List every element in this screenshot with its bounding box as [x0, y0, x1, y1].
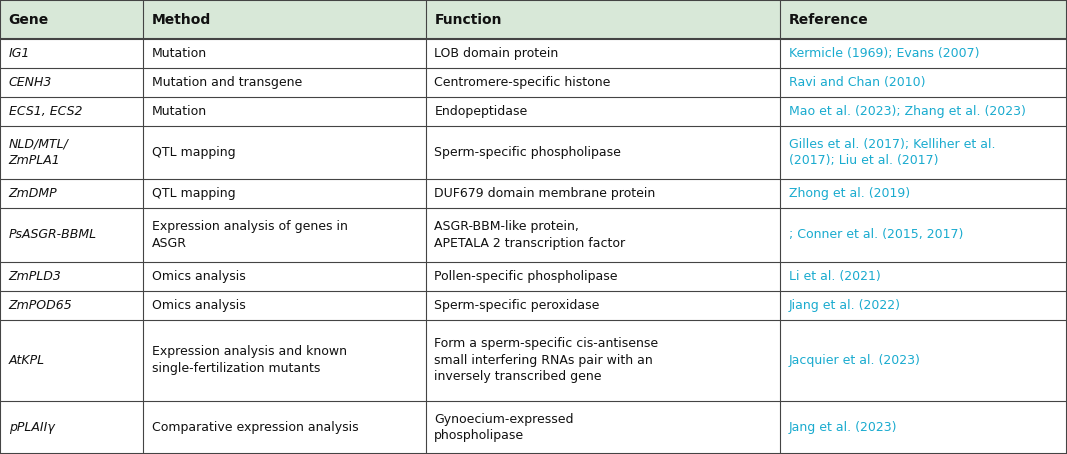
Text: Jacquier et al. (2023): Jacquier et al. (2023): [789, 354, 921, 366]
Text: PsASGR-BBML: PsASGR-BBML: [9, 228, 97, 242]
Bar: [0, 400, 1067, 454]
Text: Jiang et al. (2022): Jiang et al. (2022): [789, 299, 901, 311]
Text: DUF679 domain membrane protein: DUF679 domain membrane protein: [434, 187, 655, 200]
Text: Comparative expression analysis: Comparative expression analysis: [152, 421, 359, 434]
Text: Mutation: Mutation: [152, 105, 207, 118]
Text: Omics analysis: Omics analysis: [152, 270, 245, 283]
Text: Mao et al. (2023); Zhang et al. (2023): Mao et al. (2023); Zhang et al. (2023): [789, 105, 1025, 118]
Text: ZmDMP: ZmDMP: [9, 187, 58, 200]
Text: Kermicle (1969); Evans (2007): Kermicle (1969); Evans (2007): [789, 47, 980, 60]
Bar: [0, 320, 1067, 400]
Text: ZmPLD3: ZmPLD3: [9, 270, 62, 283]
Text: Li et al. (2021): Li et al. (2021): [789, 270, 880, 283]
Text: Form a sperm-specific cis-antisense
small interfering RNAs pair with an
inversel: Form a sperm-specific cis-antisense smal…: [434, 337, 658, 383]
Text: Method: Method: [152, 13, 211, 26]
Text: Reference: Reference: [789, 13, 869, 26]
Bar: [0, 262, 1067, 291]
Text: Pollen-specific phospholipase: Pollen-specific phospholipase: [434, 270, 618, 283]
Text: Expression analysis of genes in
ASGR: Expression analysis of genes in ASGR: [152, 220, 348, 250]
Text: IG1: IG1: [9, 47, 30, 60]
Bar: [0, 208, 1067, 262]
Text: Function: Function: [434, 13, 501, 26]
Text: QTL mapping: QTL mapping: [152, 187, 235, 200]
Text: Gene: Gene: [9, 13, 49, 26]
Bar: [0, 39, 1067, 68]
Text: Gilles et al. (2017); Kelliher et al.
(2017); Liu et al. (2017): Gilles et al. (2017); Kelliher et al. (2…: [789, 138, 996, 167]
Bar: [0, 179, 1067, 208]
Text: Jang et al. (2023): Jang et al. (2023): [789, 421, 897, 434]
Text: Ravi and Chan (2010): Ravi and Chan (2010): [789, 76, 925, 89]
Text: pPLAIIγ: pPLAIIγ: [9, 421, 54, 434]
Text: ; Conner et al. (2015, 2017): ; Conner et al. (2015, 2017): [789, 228, 962, 242]
Text: Mutation: Mutation: [152, 47, 207, 60]
Text: Omics analysis: Omics analysis: [152, 299, 245, 311]
Text: Centromere-specific histone: Centromere-specific histone: [434, 76, 610, 89]
Text: Gynoecium-expressed
phospholipase: Gynoecium-expressed phospholipase: [434, 413, 574, 442]
Bar: [0, 291, 1067, 320]
Text: LOB domain protein: LOB domain protein: [434, 47, 558, 60]
Text: NLD/MTL/
ZmPLA1: NLD/MTL/ ZmPLA1: [9, 138, 68, 167]
Text: Expression analysis and known
single-fertilization mutants: Expression analysis and known single-fer…: [152, 345, 347, 375]
Bar: [0, 97, 1067, 126]
Text: QTL mapping: QTL mapping: [152, 146, 235, 159]
Text: ZmPOD65: ZmPOD65: [9, 299, 73, 311]
Bar: [0, 0, 1067, 39]
Text: AtKPL: AtKPL: [9, 354, 45, 366]
Text: CENH3: CENH3: [9, 76, 52, 89]
Text: Sperm-specific peroxidase: Sperm-specific peroxidase: [434, 299, 600, 311]
Bar: [0, 68, 1067, 97]
Text: Mutation and transgene: Mutation and transgene: [152, 76, 302, 89]
Text: Sperm-specific phospholipase: Sperm-specific phospholipase: [434, 146, 621, 159]
Text: Endopeptidase: Endopeptidase: [434, 105, 527, 118]
Text: Zhong et al. (2019): Zhong et al. (2019): [789, 187, 910, 200]
Text: ASGR-BBM-like protein,
APETALA 2 transcription factor: ASGR-BBM-like protein, APETALA 2 transcr…: [434, 220, 625, 250]
Text: ECS1, ECS2: ECS1, ECS2: [9, 105, 82, 118]
Bar: [0, 126, 1067, 179]
